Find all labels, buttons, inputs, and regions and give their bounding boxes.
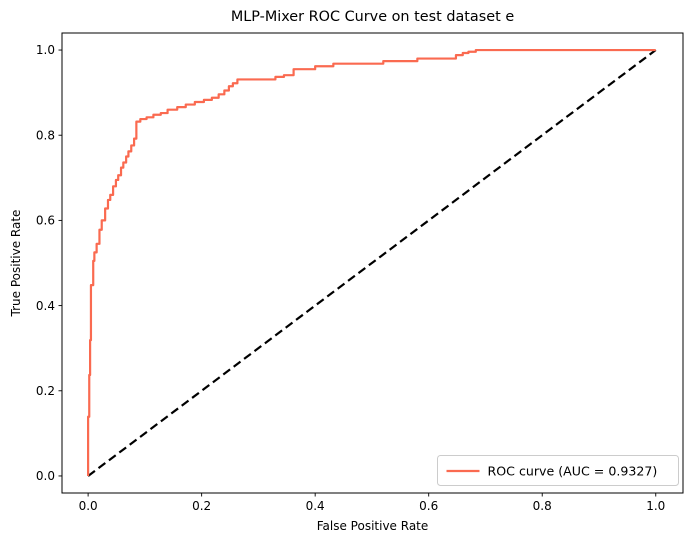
axes-frame — [61, 32, 684, 494]
y-tick-label: 1.0 — [36, 43, 55, 57]
x-tick-label: 0.2 — [192, 499, 211, 513]
x-tick-label: 0.6 — [419, 499, 438, 513]
x-tick-label: 1.0 — [646, 499, 665, 513]
x-tick-label: 0.8 — [533, 499, 552, 513]
y-tick-label: 0.2 — [36, 384, 55, 398]
legend-label-roc-curve: ROC curve (AUC = 0.9327) — [488, 463, 658, 478]
y-tick-label: 0.6 — [36, 214, 55, 228]
y-tick-label: 0.8 — [36, 128, 55, 142]
y-tick-label: 0.0 — [36, 469, 55, 483]
chart-title: MLP-Mixer ROC Curve on test dataset e — [231, 9, 514, 25]
legend-box — [437, 455, 679, 486]
y-tick-label: 0.4 — [36, 299, 55, 313]
chance-diagonal-line — [87, 49, 657, 477]
roc-curve-line — [87, 48, 656, 476]
x-tick-label: 0.0 — [79, 499, 98, 513]
y-axis-label: True Positive Rate — [9, 210, 23, 318]
x-axis-label: False Positive Rate — [317, 519, 429, 533]
x-tick-label: 0.4 — [306, 499, 325, 513]
